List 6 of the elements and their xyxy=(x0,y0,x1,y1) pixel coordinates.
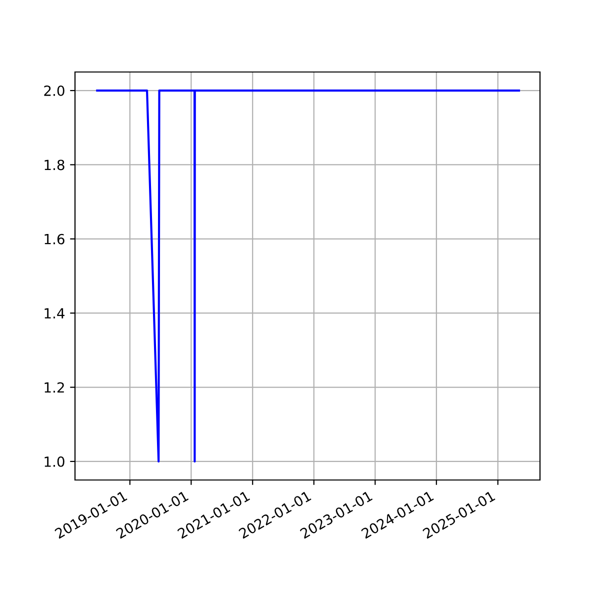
y-tick-label: 1.0 xyxy=(44,456,64,467)
y-tick-label: 2.0 xyxy=(44,86,64,96)
y-tick-label: 1.8 xyxy=(44,160,64,170)
y-tick-label: 1.6 xyxy=(44,234,64,244)
y-tick-label: 1.4 xyxy=(44,308,64,318)
y-tick-label: 1.2 xyxy=(44,382,64,393)
